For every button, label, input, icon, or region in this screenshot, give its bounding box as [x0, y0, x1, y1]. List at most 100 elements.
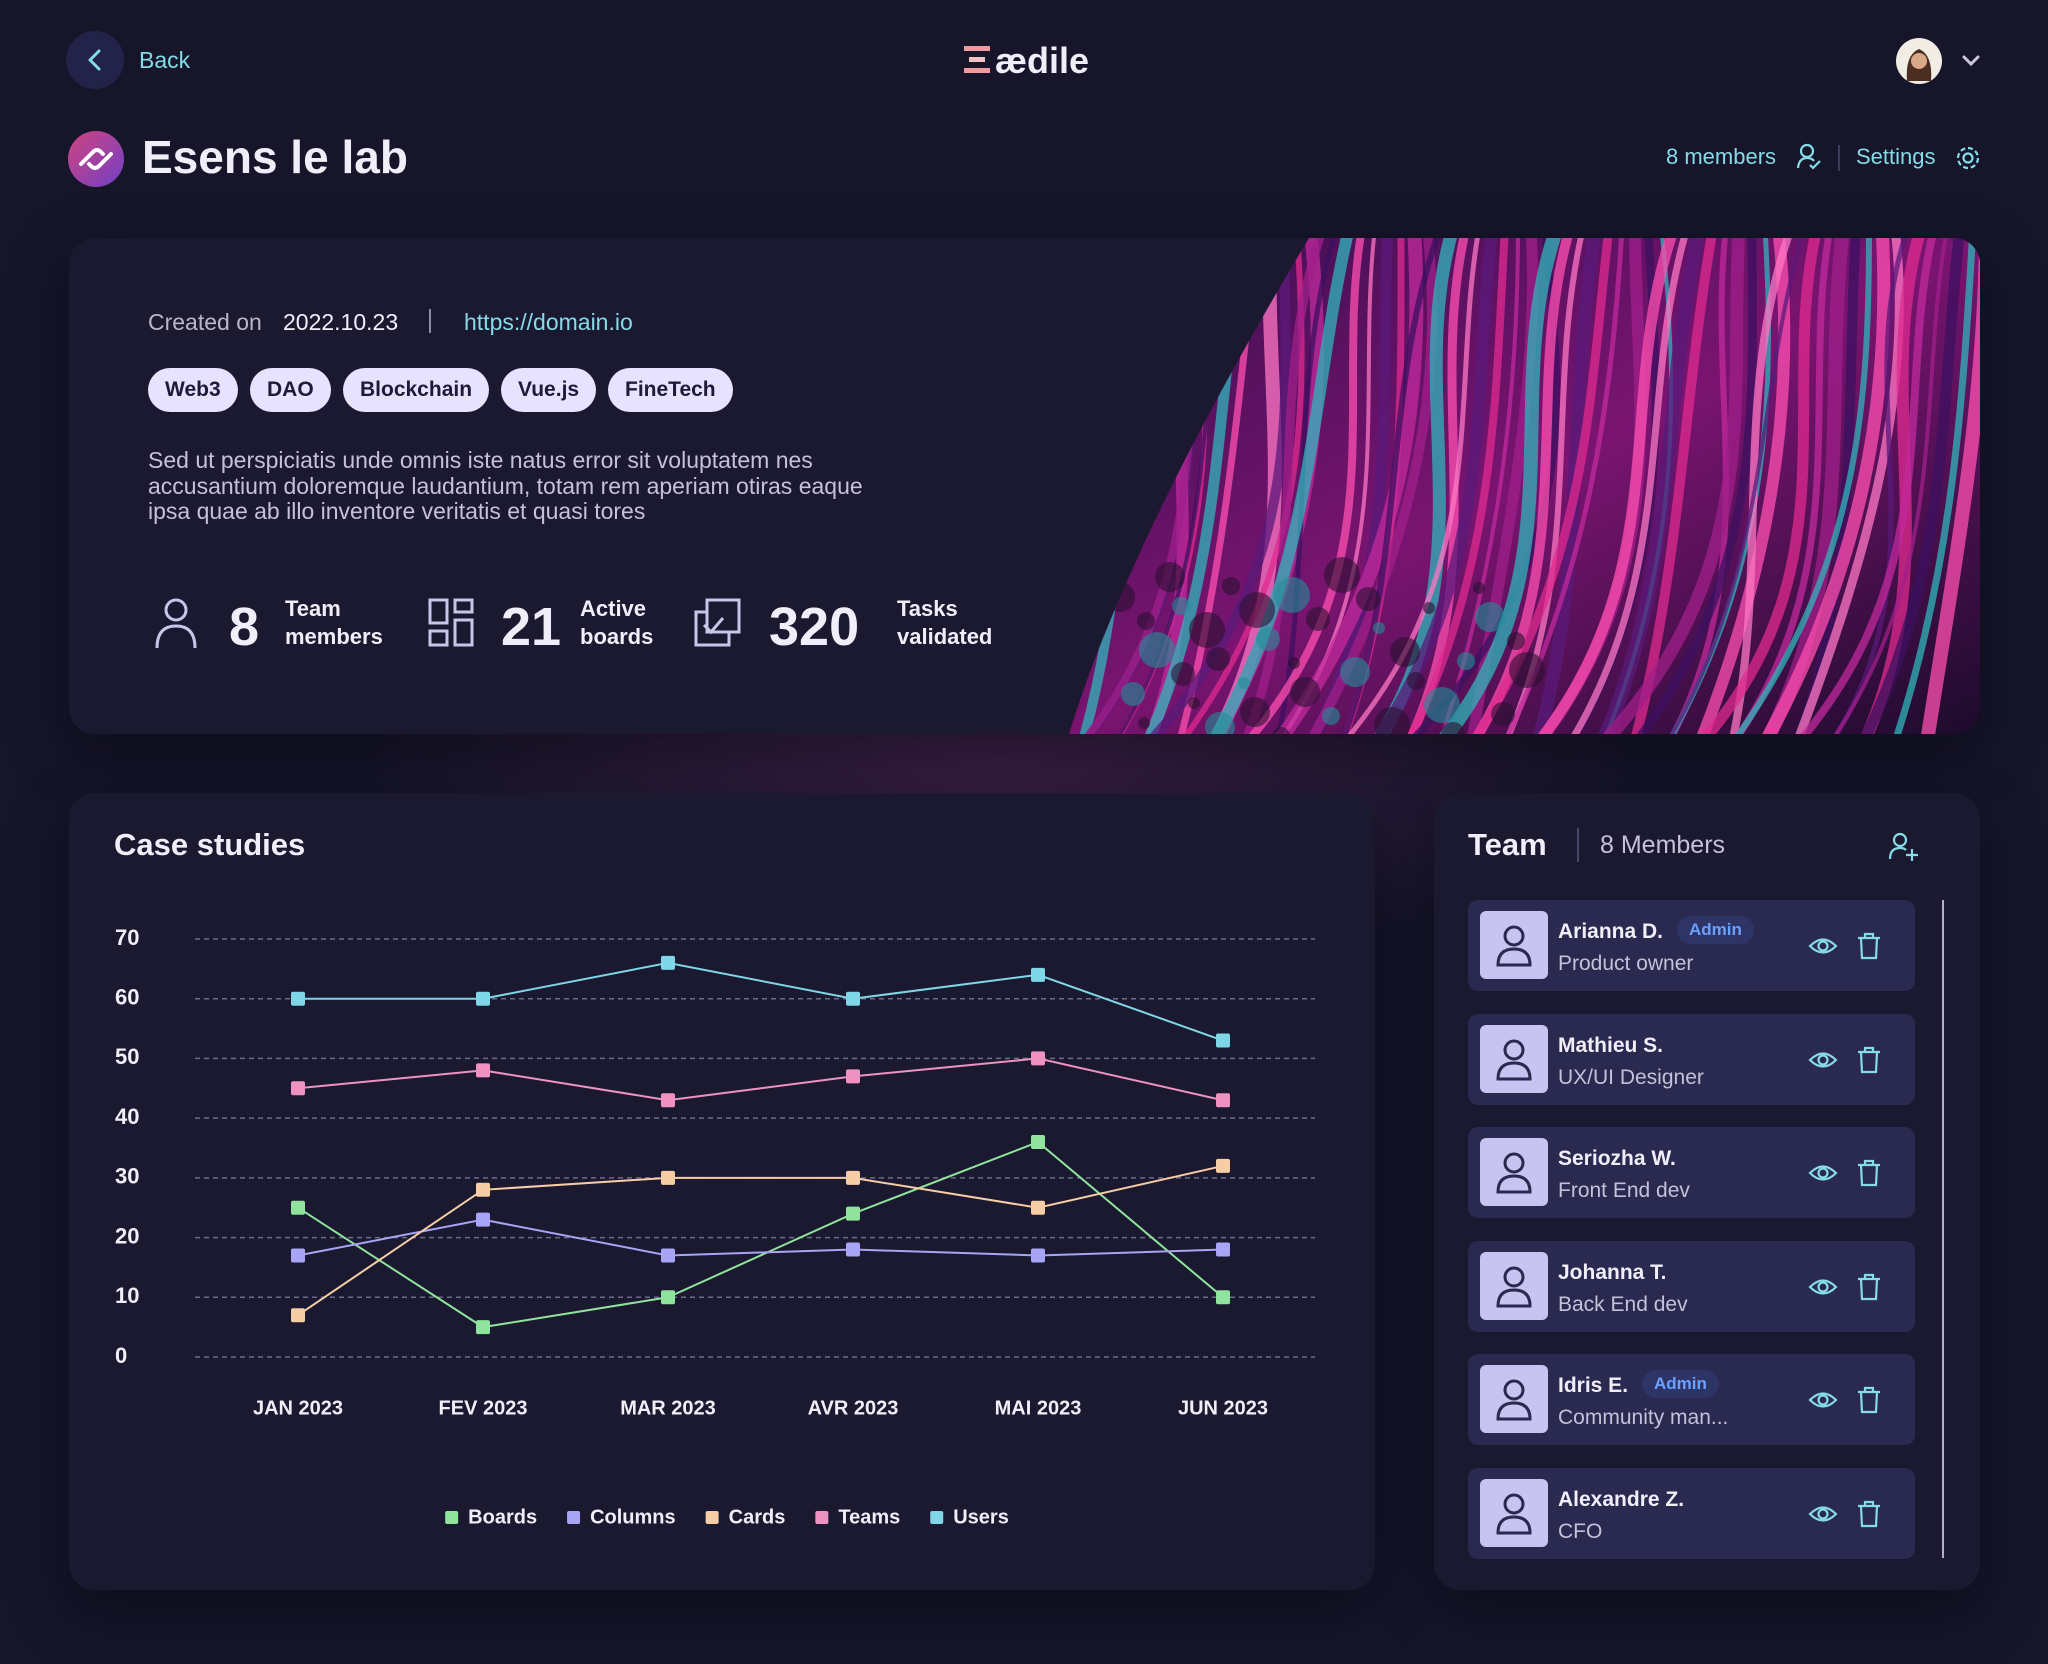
legend: Boards Columns Cards Teams Users: [445, 1506, 1009, 1528]
created-date: 2022.10.23: [283, 309, 399, 335]
view-icon[interactable]: [1808, 1045, 1838, 1075]
member-avatar: [1480, 1479, 1548, 1547]
art-streak: [1431, 238, 1564, 734]
view-icon[interactable]: [1808, 1385, 1838, 1415]
member-row: Seriozha W. Front End dev: [1468, 1127, 1915, 1219]
cover-art: [1069, 238, 1980, 734]
art-texture: [1189, 612, 1225, 648]
y-tick-label: 50: [115, 1044, 139, 1069]
created-label: Created on: [148, 309, 262, 335]
separator: [429, 309, 431, 333]
user-menu[interactable]: [1895, 37, 1985, 85]
data-point: [846, 1069, 860, 1084]
data-point: [1031, 1200, 1045, 1215]
art-streak: [1855, 238, 1966, 734]
stat-label: Active boards: [580, 596, 654, 649]
art-texture: [1105, 582, 1135, 612]
view-icon[interactable]: [1808, 931, 1838, 961]
member-avatar: [1480, 1251, 1548, 1320]
art-texture: [1306, 607, 1330, 631]
y-tick-label: 0: [115, 1343, 127, 1368]
legend-label: Teams: [838, 1506, 900, 1528]
stat-value: 21: [501, 597, 562, 657]
legend-swatch: [705, 1511, 719, 1524]
art-texture: [1441, 722, 1465, 734]
delete-icon[interactable]: [1855, 1272, 1883, 1302]
data-point: [1216, 1093, 1230, 1108]
delete-icon[interactable]: [1855, 1158, 1883, 1188]
x-tick-label: JUN 2023: [1178, 1397, 1268, 1419]
scrollbar: [1942, 900, 1944, 1558]
y-tick-label: 30: [115, 1164, 139, 1189]
data-point: [1031, 1248, 1045, 1263]
back-label[interactable]: Back: [139, 47, 191, 73]
member-count: 8 Members: [1600, 831, 1726, 859]
members-link[interactable]: 8 members: [1666, 144, 1777, 169]
view-icon[interactable]: [1808, 1158, 1838, 1188]
art-streak: [1337, 238, 1482, 734]
art-texture: [1322, 707, 1340, 725]
boards-icon: [428, 598, 474, 647]
member-name: Johanna T.: [1558, 1260, 1667, 1284]
member-avatar: [1480, 1024, 1548, 1093]
art-texture: [1324, 557, 1360, 593]
art-texture: [1137, 612, 1155, 630]
series-line: [297, 1164, 1224, 1317]
art-streak: [1069, 238, 1091, 734]
art-streak: [1692, 238, 1791, 734]
data-point: [476, 1320, 490, 1335]
back-button[interactable]: [66, 31, 124, 89]
member-role: Community man...: [1558, 1406, 1729, 1430]
art-streak: [1692, 238, 1823, 734]
art-texture: [1290, 677, 1320, 707]
member-badge: Admin: [1642, 1370, 1719, 1399]
art-streak: [1825, 238, 1949, 734]
delete-icon[interactable]: [1855, 1499, 1883, 1529]
settings-link[interactable]: Settings: [1856, 144, 1936, 169]
art-texture: [1374, 707, 1410, 734]
data-point: [661, 1170, 675, 1185]
data-point: [291, 991, 305, 1006]
art-streak: [1825, 238, 1911, 734]
logo-mark: [964, 46, 990, 73]
view-icon[interactable]: [1808, 1272, 1838, 1302]
art-texture: [1155, 562, 1185, 592]
art-texture: [1507, 632, 1525, 650]
art-texture: [1139, 632, 1175, 668]
legend-label: Cards: [729, 1506, 786, 1528]
art-streak: [1140, 238, 1291, 734]
art-streak: [1727, 238, 1834, 734]
member-role: UX/UI Designer: [1558, 1065, 1704, 1089]
art-texture: [1475, 602, 1505, 632]
data-point: [476, 1063, 490, 1078]
member-name: Arianna D.: [1558, 920, 1664, 943]
legend-label: Boards: [468, 1506, 537, 1528]
series-line: [297, 1218, 1224, 1257]
art-texture: [1423, 602, 1435, 614]
legend-label: Columns: [590, 1506, 676, 1528]
art-streak: [1727, 238, 1795, 734]
data-point: [1031, 1135, 1045, 1150]
delete-icon[interactable]: [1855, 1385, 1883, 1415]
art-streak: [1593, 238, 1707, 734]
tag: DAO: [250, 368, 331, 412]
member-role: Front End dev: [1558, 1179, 1690, 1203]
delete-icon[interactable]: [1855, 931, 1883, 961]
project-url[interactable]: https://domain.io: [464, 309, 633, 335]
stat-label: Team members: [285, 596, 383, 649]
logo: ædile: [995, 40, 1090, 81]
member-badge: Admin: [1677, 916, 1754, 944]
art-texture: [1340, 657, 1370, 687]
y-tick-label: 20: [115, 1223, 139, 1248]
add-member[interactable]: [1888, 831, 1920, 863]
data-point: [846, 1170, 860, 1185]
data-point: [1216, 1033, 1230, 1048]
art-texture: [1206, 647, 1230, 671]
avatar-face: [1911, 53, 1927, 69]
art-streak: [1726, 238, 1872, 734]
view-icon[interactable]: [1808, 1499, 1838, 1529]
chart: Case studies 0 10 20 30 40 50 60 70 JAN 2023 FEV …: [114, 827, 1315, 1528]
delete-icon[interactable]: [1855, 1045, 1883, 1075]
members-icon: [1796, 143, 1821, 170]
